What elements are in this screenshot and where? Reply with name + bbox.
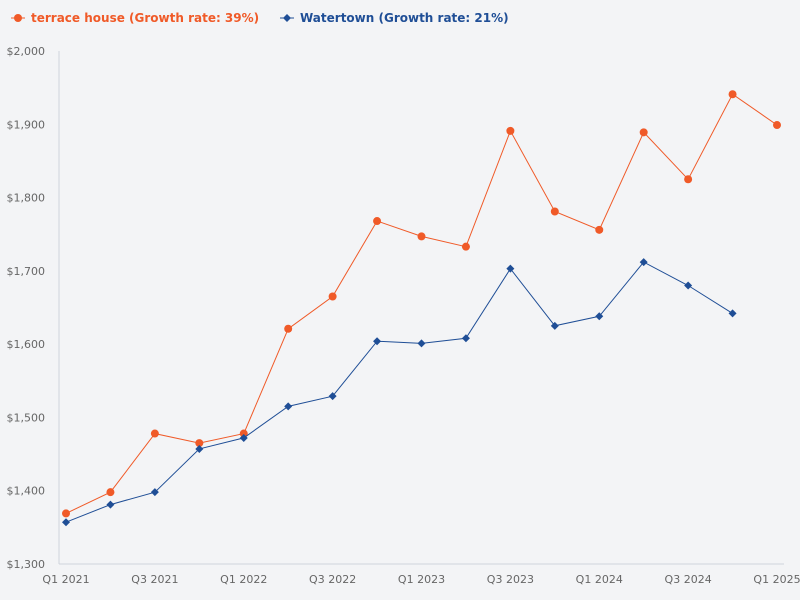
x-tick-label: Q3 2024 [665, 573, 712, 586]
data-point[interactable] [728, 90, 737, 99]
data-point[interactable] [461, 334, 470, 343]
y-tick-label: $1,700 [7, 265, 46, 278]
data-point[interactable] [328, 392, 337, 401]
data-point[interactable] [684, 281, 693, 290]
y-tick-label: $1,300 [7, 558, 46, 571]
data-point[interactable] [284, 324, 293, 333]
x-tick-label: Q3 2023 [487, 573, 534, 586]
x-tick-label: Q3 2021 [131, 573, 178, 586]
data-point[interactable] [639, 128, 648, 137]
y-tick-label: $1,500 [7, 411, 46, 424]
y-tick-label: $1,800 [7, 192, 46, 205]
y-tick-label: $1,900 [7, 118, 46, 131]
data-point[interactable] [239, 429, 248, 438]
data-point[interactable] [506, 264, 515, 273]
data-point[interactable] [373, 217, 382, 226]
data-point[interactable] [684, 175, 693, 184]
x-tick-label: Q1 2022 [220, 573, 267, 586]
data-point[interactable] [550, 321, 559, 330]
data-point[interactable] [417, 232, 426, 241]
data-point[interactable] [595, 225, 604, 234]
data-point[interactable] [150, 488, 159, 497]
data-point[interactable] [62, 509, 70, 518]
y-tick-label: $1,400 [7, 485, 46, 498]
data-point[interactable] [239, 433, 248, 442]
axes: $1,300 $1,400 $1,500 $1,600 $1,700 $1,800 $1,9… [7, 45, 800, 586]
data-point[interactable] [506, 126, 515, 135]
series-line-1 [65, 93, 778, 514]
data-point[interactable] [639, 258, 648, 267]
data-point[interactable] [461, 242, 470, 251]
data-point[interactable] [195, 444, 204, 453]
legend-item-2[interactable]: Watertown (Growth rate: 21%) [280, 11, 509, 25]
legend-label: Watertown (Growth rate: 21%) [300, 11, 509, 25]
data-point[interactable] [328, 292, 337, 301]
y-tick-label: $1,600 [7, 338, 46, 351]
legend-marker [283, 14, 291, 22]
plot-area [62, 90, 781, 527]
series-line-2 [65, 261, 733, 523]
x-tick-label: Q1 2021 [42, 573, 89, 586]
data-point[interactable] [284, 402, 293, 411]
x-tick-label: Q3 2022 [309, 573, 356, 586]
data-point[interactable] [773, 121, 781, 130]
data-point[interactable] [106, 488, 115, 497]
legend-marker [14, 14, 22, 22]
x-tick-label: Q1 2025 [753, 573, 800, 586]
data-point[interactable] [106, 500, 115, 509]
legend-item-1[interactable]: terrace house (Growth rate: 39%) [11, 11, 259, 25]
x-tick-label: Q1 2023 [398, 573, 445, 586]
data-point[interactable] [728, 309, 737, 318]
data-point[interactable] [373, 337, 382, 346]
data-point[interactable] [62, 518, 70, 527]
data-point[interactable] [150, 429, 159, 438]
legend-label: terrace house (Growth rate: 39%) [31, 11, 259, 25]
data-point[interactable] [550, 207, 559, 216]
data-point[interactable] [195, 439, 204, 448]
legend: terrace house (Growth rate: 39%) Watertow… [11, 11, 509, 25]
data-point[interactable] [595, 312, 604, 321]
x-tick-label: Q1 2024 [576, 573, 623, 586]
data-point[interactable] [417, 339, 426, 348]
y-tick-label: $2,000 [7, 45, 46, 58]
